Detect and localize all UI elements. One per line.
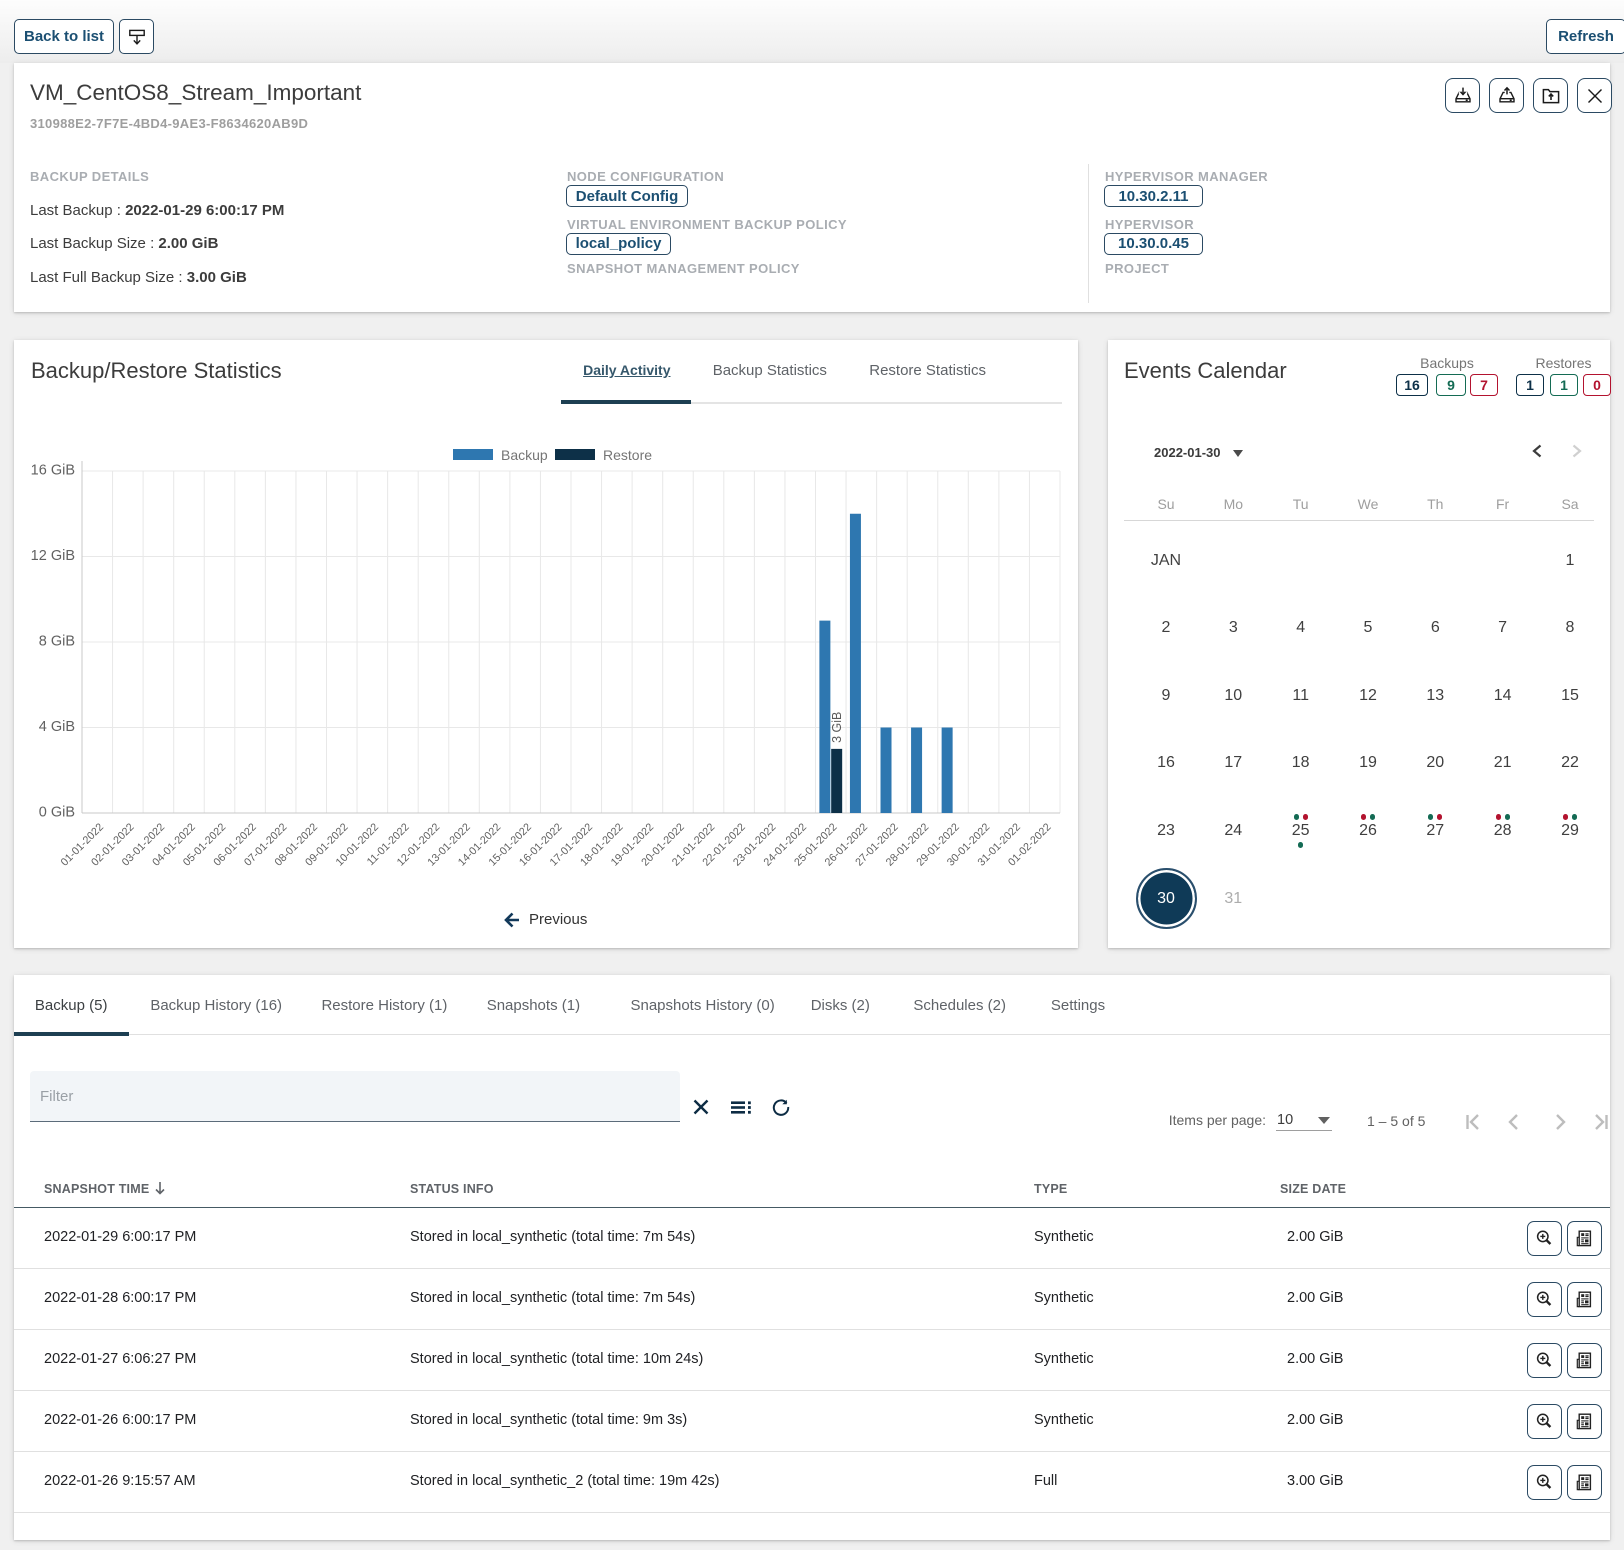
svg-text:4 GiB: 4 GiB: [39, 719, 75, 735]
svg-text:3 GiB: 3 GiB: [830, 712, 844, 743]
svg-text:Restore: Restore: [603, 447, 652, 463]
svg-text:16 GiB: 16 GiB: [31, 463, 75, 479]
svg-text:Backup: Backup: [501, 447, 548, 463]
svg-text:0 GiB: 0 GiB: [39, 805, 75, 821]
svg-text:8 GiB: 8 GiB: [39, 634, 75, 650]
svg-text:12 GiB: 12 GiB: [31, 548, 75, 564]
